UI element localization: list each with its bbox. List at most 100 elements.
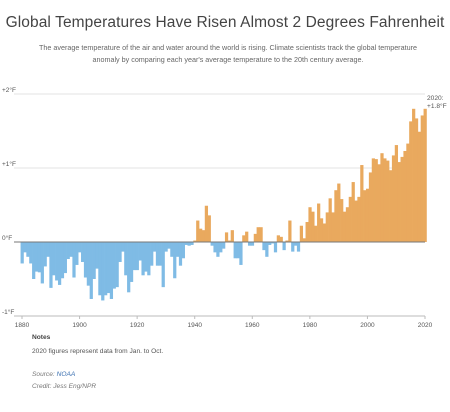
bar [57, 242, 62, 285]
bar [268, 242, 272, 245]
bar [247, 242, 252, 246]
bar [20, 242, 24, 264]
bar [135, 242, 139, 271]
bar [161, 242, 165, 288]
y-tick-label: +2°F [2, 86, 16, 94]
bar [259, 227, 263, 242]
bar [233, 242, 237, 259]
bar [371, 158, 375, 242]
source-link[interactable]: NOAA [56, 371, 76, 378]
bar [397, 162, 401, 242]
bar [129, 242, 134, 282]
bar [236, 242, 240, 259]
bar [181, 242, 185, 259]
bar [334, 190, 338, 242]
bar [227, 240, 232, 242]
bar [23, 242, 27, 253]
x-tick-label: 2020 [418, 322, 433, 329]
bar [354, 200, 358, 242]
bar [34, 242, 39, 272]
bar [32, 242, 36, 279]
bar [92, 242, 96, 279]
x-tick-label: 1960 [245, 322, 260, 329]
bar [256, 227, 260, 242]
bar [138, 242, 142, 261]
bar [112, 242, 116, 289]
bar [37, 242, 42, 273]
bar [265, 242, 269, 257]
bar [406, 143, 410, 242]
bar [345, 207, 350, 242]
bar [282, 242, 286, 251]
bar [127, 242, 131, 293]
bar [199, 228, 203, 242]
bar [109, 242, 114, 299]
bar [196, 220, 200, 242]
bar [414, 118, 419, 242]
annotation-value: +1.8°F [427, 102, 447, 110]
x-tick-label: 1980 [303, 322, 318, 329]
bar [360, 165, 364, 242]
x-tick-label: 1900 [72, 322, 87, 329]
notes-text: 2020 figures represent data from Jan. to… [32, 348, 164, 355]
y-tick-label: 0°F [2, 234, 12, 242]
y-tick-label: -1°F [2, 308, 14, 316]
bar [325, 212, 329, 242]
bar [271, 242, 275, 244]
bar [331, 212, 335, 242]
bar [403, 150, 407, 242]
bar [49, 242, 53, 288]
bar [101, 242, 105, 301]
bar [417, 131, 422, 242]
bar [86, 242, 90, 286]
bar [81, 242, 85, 262]
bar [383, 158, 387, 242]
bar [262, 242, 266, 251]
bar [69, 242, 73, 257]
bar [348, 196, 352, 242]
bar [95, 242, 99, 269]
bar [184, 242, 188, 245]
bar [213, 242, 217, 253]
bar [152, 242, 157, 252]
bar [222, 242, 226, 249]
bar [291, 242, 295, 252]
bar [40, 242, 44, 284]
bar [46, 242, 50, 257]
bar [412, 108, 416, 242]
bar [242, 235, 246, 242]
bar [400, 156, 404, 242]
bar [52, 242, 56, 276]
x-tick-label: 1920 [130, 322, 145, 329]
bar [187, 242, 191, 246]
bar [365, 188, 370, 242]
bar [167, 242, 171, 249]
x-tick-label: 1880 [15, 322, 30, 329]
bar [253, 233, 257, 242]
bar [386, 160, 390, 242]
bar [245, 231, 249, 242]
bar [337, 183, 341, 242]
bar [26, 242, 30, 257]
bar [420, 115, 424, 242]
bar [158, 242, 162, 266]
bar [311, 211, 315, 242]
bar [423, 108, 427, 242]
bar [66, 242, 70, 260]
bar [63, 242, 67, 274]
bar [176, 242, 180, 257]
bar [279, 236, 283, 242]
bar [374, 159, 378, 242]
bar [60, 242, 65, 279]
bar [239, 242, 243, 265]
bar [144, 242, 148, 272]
bar [98, 242, 102, 296]
bar [190, 242, 194, 245]
bar [124, 242, 128, 276]
bar [391, 155, 396, 242]
credit-line: Credit: Jess Eng/NPR [32, 383, 97, 390]
bar [296, 242, 301, 252]
bar [409, 121, 413, 242]
y-tick-label: +1°F [2, 160, 16, 168]
